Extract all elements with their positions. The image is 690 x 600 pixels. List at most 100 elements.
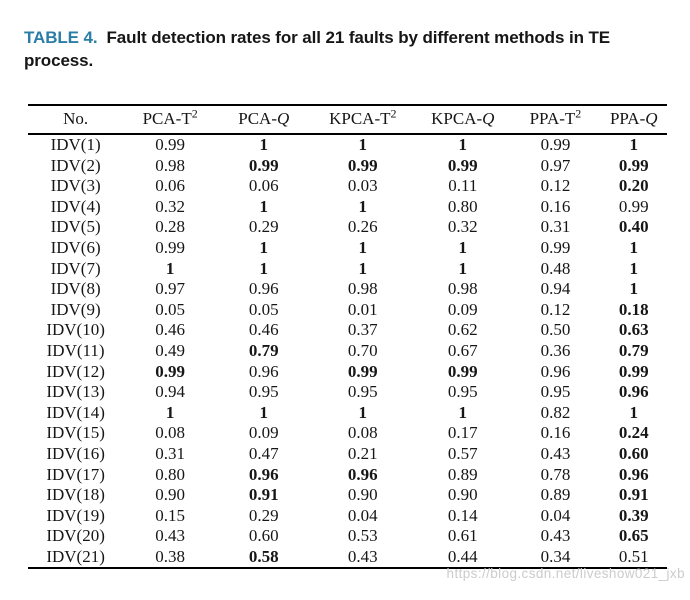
fault-detection-table-wrap: No. PCA-T2 PCA-Q KPCA-T2 KPCA-Q PPA-T2 PPA-Q I… (28, 104, 667, 570)
cell-kpca-t2: 0.03 (347, 176, 378, 196)
row-label: IDV(7) (50, 258, 101, 278)
table-row-idv-13: IDV(13) 0.94 0.95 0.95 0.95 0.95 0.96 (28, 382, 667, 403)
table-row-idv-4: IDV(4) 0.32 1 1 0.80 0.16 0.99 (28, 197, 667, 218)
cell-kpca-q: 0.89 (447, 464, 478, 484)
cell-ppa-q: 0.96 (618, 382, 649, 402)
cell-ppa-q: 0.91 (618, 485, 649, 505)
cell-kpca-q: 0.67 (447, 340, 478, 360)
cell-pca-t2: 0.94 (155, 382, 186, 402)
cell-pca-t2: 0.32 (155, 196, 186, 216)
table-row-idv-12: IDV(12) 0.99 0.96 0.99 0.99 0.96 0.99 (28, 362, 667, 383)
row-label: IDV(2) (50, 155, 101, 175)
cell-kpca-q: 0.17 (447, 423, 478, 443)
cell-ppa-t2: 0.43 (540, 443, 571, 463)
table-header: No. PCA-T2 PCA-Q KPCA-T2 KPCA-Q PPA-T2 PPA-Q (28, 105, 667, 135)
cell-ppa-q: 0.39 (618, 505, 649, 525)
cell-pca-q: 1 (259, 258, 269, 278)
column-header-pca-q: PCA-Q (217, 105, 311, 135)
cell-kpca-q: 0.44 (447, 546, 478, 566)
cell-ppa-q: 0.99 (618, 155, 649, 175)
cell-kpca-t2: 0.37 (347, 320, 378, 340)
column-header-kpca-t2: KPCA-T2 (310, 105, 416, 135)
cell-ppa-t2: 0.50 (540, 320, 571, 340)
cell-ppa-t2: 0.97 (540, 155, 571, 175)
cell-pca-q: 1 (259, 402, 269, 422)
cell-kpca-t2: 0.99 (347, 155, 378, 175)
cell-pca-t2: 0.15 (155, 505, 186, 525)
table-row-idv-21: IDV(21) 0.38 0.58 0.43 0.44 0.34 0.51 (28, 547, 667, 569)
cell-kpca-t2: 1 (358, 196, 368, 216)
row-label: IDV(17) (46, 464, 105, 484)
table-row-idv-5: IDV(5) 0.28 0.29 0.26 0.32 0.31 0.40 (28, 217, 667, 238)
row-label: IDV(13) (46, 382, 105, 402)
cell-pca-q: 0.91 (248, 485, 279, 505)
cell-pca-q: 0.79 (248, 340, 279, 360)
cell-kpca-q: 1 (458, 402, 468, 422)
cell-kpca-q: 0.61 (447, 526, 478, 546)
cell-pca-q: 0.96 (248, 464, 279, 484)
cell-kpca-t2: 0.53 (347, 526, 378, 546)
cell-pca-t2: 0.97 (155, 279, 186, 299)
row-label: IDV(12) (46, 361, 105, 381)
cell-ppa-t2: 0.96 (540, 361, 571, 381)
cell-pca-t2: 0.80 (155, 464, 186, 484)
cell-kpca-t2: 1 (358, 402, 368, 422)
cell-kpca-t2: 0.08 (347, 423, 378, 443)
row-label: IDV(4) (50, 196, 101, 216)
cell-ppa-q: 0.51 (618, 546, 649, 566)
cell-ppa-t2: 0.12 (540, 176, 571, 196)
cell-kpca-q: 0.09 (447, 299, 478, 319)
cell-ppa-q: 0.65 (618, 526, 649, 546)
row-label: IDV(20) (46, 526, 105, 546)
cell-ppa-t2: 0.34 (540, 546, 571, 566)
cell-ppa-q: 1 (629, 237, 638, 257)
row-label: IDV(10) (46, 320, 105, 340)
row-label: IDV(16) (46, 443, 105, 463)
table-row-idv-9: IDV(9) 0.05 0.05 0.01 0.09 0.12 0.18 (28, 300, 667, 321)
cell-pca-t2: 0.99 (155, 237, 186, 257)
cell-kpca-t2: 0.04 (347, 505, 378, 525)
cell-pca-t2: 0.43 (155, 526, 186, 546)
cell-kpca-q: 1 (458, 258, 468, 278)
row-label: IDV(19) (46, 505, 105, 525)
cell-ppa-q: 0.63 (618, 320, 649, 340)
cell-pca-t2: 0.08 (155, 423, 186, 443)
table-row-idv-19: IDV(19) 0.15 0.29 0.04 0.14 0.04 0.39 (28, 506, 667, 527)
cell-kpca-t2: 0.01 (347, 299, 378, 319)
table-row-idv-10: IDV(10) 0.46 0.46 0.37 0.62 0.50 0.63 (28, 320, 667, 341)
cell-ppa-t2: 0.43 (540, 526, 571, 546)
cell-pca-q: 0.58 (248, 546, 279, 566)
cell-ppa-t2: 0.04 (540, 505, 571, 525)
row-label: IDV(21) (46, 546, 105, 566)
cell-kpca-q: 0.90 (447, 485, 478, 505)
watermark-url: https://blog.csdn.net/liveshow021_jxb (446, 566, 685, 581)
cell-pca-q: 0.99 (248, 155, 279, 175)
cell-kpca-t2: 0.96 (347, 464, 378, 484)
cell-pca-t2: 0.28 (155, 217, 186, 237)
cell-ppa-t2: 0.12 (540, 299, 571, 319)
table-row-idv-1: IDV(1) 0.99 1 1 1 0.99 1 (28, 134, 667, 156)
cell-kpca-q: 0.32 (447, 217, 478, 237)
cell-ppa-t2: 0.99 (540, 237, 571, 257)
row-label: IDV(3) (50, 176, 101, 196)
cell-pca-t2: 1 (165, 402, 175, 422)
cell-pca-t2: 0.31 (155, 443, 186, 463)
cell-ppa-q: 0.18 (618, 299, 649, 319)
cell-pca-q: 0.95 (248, 382, 279, 402)
cell-ppa-q: 1 (629, 135, 638, 154)
cell-kpca-q: 0.11 (448, 176, 478, 196)
cell-kpca-t2: 0.95 (347, 382, 378, 402)
table-row-idv-2: IDV(2) 0.98 0.99 0.99 0.99 0.97 0.99 (28, 156, 667, 177)
table-row-idv-11: IDV(11) 0.49 0.79 0.70 0.67 0.36 0.79 (28, 341, 667, 362)
table-row-idv-15: IDV(15) 0.08 0.09 0.08 0.17 0.16 0.24 (28, 423, 667, 444)
cell-pca-t2: 0.05 (155, 299, 186, 319)
row-label: IDV(15) (46, 423, 105, 443)
cell-pca-q: 0.47 (248, 443, 279, 463)
cell-pca-q: 0.05 (248, 299, 279, 319)
cell-kpca-q: 0.80 (447, 196, 478, 216)
cell-kpca-q: 1 (458, 237, 468, 257)
table-row-idv-6: IDV(6) 0.99 1 1 1 0.99 1 (28, 238, 667, 259)
cell-kpca-q: 0.99 (447, 361, 478, 381)
table-row-idv-17: IDV(17) 0.80 0.96 0.96 0.89 0.78 0.96 (28, 465, 667, 486)
